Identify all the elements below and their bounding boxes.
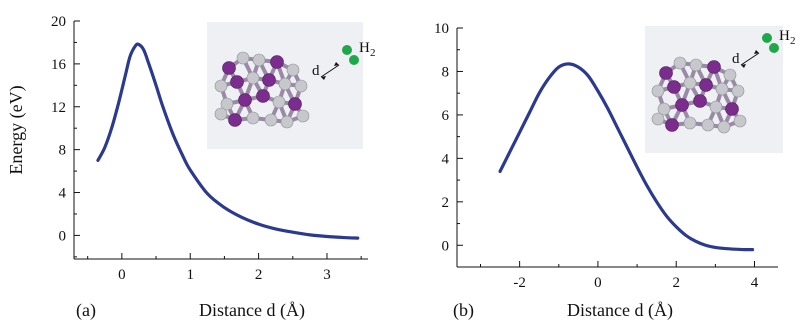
arrow-head [741, 64, 746, 68]
silver-atom [731, 84, 745, 98]
inset-label-h2-subscript: 2 [790, 35, 796, 47]
arrow-head [321, 76, 326, 80]
x-axis-title: Distance d (Å) [567, 300, 673, 320]
distance-arrow [740, 52, 760, 66]
silver-atom [294, 79, 308, 93]
silver-atom [733, 114, 747, 128]
y-tick-label: 2 [442, 195, 450, 211]
y-tick-label: 12 [51, 100, 66, 116]
distance-arrow [320, 64, 340, 78]
silver-atom [220, 97, 234, 111]
hydrogen-atom [349, 55, 359, 65]
silver-atom [272, 95, 286, 109]
y-tick-label: 10 [434, 21, 449, 37]
x-tick-label: 0 [594, 275, 602, 291]
x-tick-label: 3 [323, 267, 331, 283]
silver-atom [246, 71, 260, 85]
purple-atom [270, 55, 284, 69]
purple-atom [222, 61, 236, 75]
purple-atom [659, 66, 673, 80]
panel-label: (b) [453, 300, 474, 320]
arrow-head [754, 50, 759, 54]
inset-label-h2: H [779, 28, 790, 44]
purple-atom [699, 78, 713, 92]
purple-atom [238, 93, 252, 107]
inset-cluster-image: d H 2 [207, 22, 376, 149]
x-tick-label: 1 [186, 267, 194, 283]
y-axis-title: Energy (eV) [6, 85, 27, 174]
silver-atom [673, 56, 687, 70]
silver-atom [717, 120, 731, 134]
silver-atom [683, 116, 697, 130]
hydrogen-atom [769, 43, 779, 53]
inset-cluster-image: d H 2 [645, 26, 796, 153]
y-tick-label: 8 [442, 64, 450, 80]
x-tick-label: 2 [255, 267, 263, 283]
purple-atom [228, 113, 242, 127]
silver-atom [214, 79, 228, 93]
silver-atom [214, 107, 228, 121]
silver-atom [651, 112, 665, 126]
panel-label: (a) [76, 300, 96, 320]
energy-curve [498, 62, 755, 252]
silver-atom [296, 109, 310, 123]
x-axis-title: Distance d (Å) [199, 300, 305, 320]
x-tick-label: -2 [513, 275, 526, 291]
silver-atom [264, 113, 278, 127]
y-tick-label: 4 [442, 151, 450, 167]
purple-atom [262, 73, 276, 87]
silver-atom [280, 115, 294, 129]
inset-label-d: d [732, 51, 740, 67]
energy-curve [96, 42, 360, 240]
hydrogen-atom [342, 45, 352, 55]
y-tick-label: 6 [442, 108, 450, 124]
silver-atom [286, 63, 300, 77]
purple-atom [256, 89, 270, 103]
y-tick-label: 16 [51, 57, 67, 73]
x-tick-label: 0 [118, 267, 126, 283]
silver-atom [651, 84, 665, 98]
inset-label-d: d [312, 63, 320, 79]
silver-atom [683, 76, 697, 90]
silver-atom [252, 53, 266, 67]
y-tick-label: 4 [59, 186, 67, 202]
purple-atom [665, 118, 679, 132]
y-tick-label: 20 [51, 14, 66, 30]
arrow-head [334, 62, 339, 66]
silver-atom [236, 51, 250, 65]
purple-atom [693, 94, 707, 108]
silver-atom [701, 118, 715, 132]
purple-atom [725, 102, 739, 116]
silver-atom [715, 82, 729, 96]
purple-atom [667, 80, 681, 94]
silver-atom [709, 100, 723, 114]
inset-label-h2-subscript: 2 [370, 47, 376, 59]
silver-atom [246, 111, 260, 125]
silver-atom [278, 77, 292, 91]
silver-atom [657, 102, 671, 116]
purple-atom [675, 98, 689, 112]
inset-label-h2: H [359, 40, 370, 56]
y-tick-label: 0 [442, 238, 450, 254]
silver-atom [689, 58, 703, 72]
x-tick-label: 2 [672, 275, 680, 291]
purple-atom [288, 97, 302, 111]
x-tick-label: 4 [751, 275, 759, 291]
purple-atom [230, 75, 244, 89]
hydrogen-atom [762, 33, 772, 43]
silver-atom [723, 68, 737, 82]
y-tick-label: 8 [59, 143, 67, 159]
purple-atom [707, 60, 721, 74]
y-tick-label: 0 [59, 228, 67, 244]
